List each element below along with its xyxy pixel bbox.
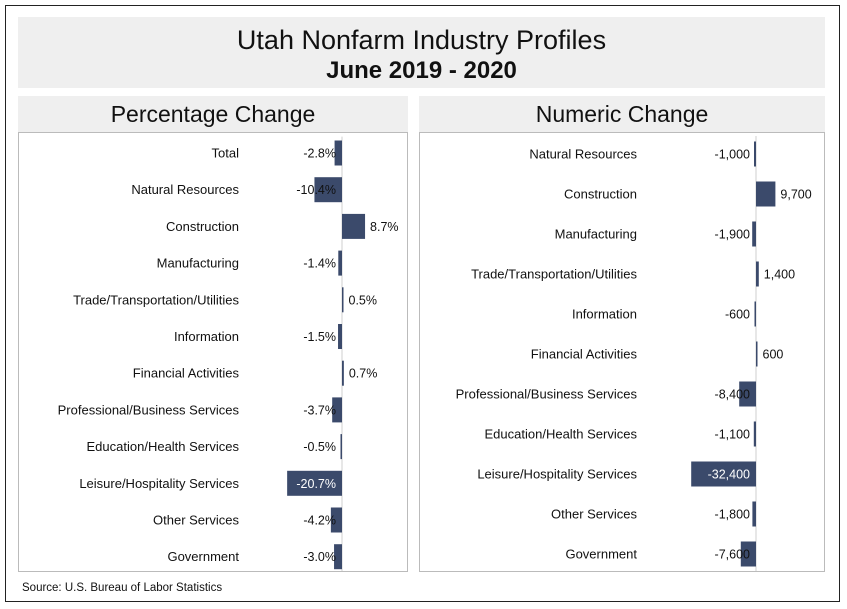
pct-value-label-trade-transportation-utilities: 0.5%	[349, 293, 378, 307]
pct-category-label-trade-transportation-utilities: Trade/Transportation/Utilities	[73, 292, 239, 307]
num-bar-other-services	[752, 501, 756, 527]
pct-value-label-manufacturing: -1.4%	[303, 257, 336, 271]
main-title: Utah Nonfarm Industry Profiles	[236, 25, 607, 55]
num-value-label-professional-business-services: -8,400	[715, 388, 750, 402]
pct-bar-government	[334, 544, 342, 570]
date-range-subtitle: June 2019 - 2020	[326, 57, 517, 84]
num-category-label-manufacturing: Manufacturing	[555, 227, 637, 242]
pct-value-label-government: -3.0%	[303, 550, 336, 564]
num-value-label-manufacturing: -1,900	[715, 228, 750, 242]
pct-bar-total	[334, 140, 342, 166]
numeric-change-heading: Numeric Change	[419, 96, 825, 132]
infographic-frame	[5, 5, 840, 602]
num-bar-natural-resources	[754, 141, 756, 167]
pct-value-label-information: -1.5%	[303, 330, 336, 344]
pct-value-label-natural-resources: -10.4%	[296, 183, 336, 197]
num-bar-trade-transportation-utilities	[756, 261, 759, 287]
pct-category-label-professional-business-services: Professional/Business Services	[58, 402, 240, 417]
pct-value-label-leisure-hospitality-services: -20.7%	[296, 477, 336, 491]
num-category-label-government: Government	[565, 547, 637, 562]
num-bar-education-health-services	[753, 421, 756, 447]
pct-value-label-other-services: -4.2%	[303, 514, 336, 528]
pct-bar-natural-resources	[314, 177, 342, 203]
num-value-label-trade-transportation-utilities: 1,400	[764, 268, 795, 282]
numeric-change-svg: Natural Resources -1,000 Construction 9,700…	[456, 136, 812, 571]
pct-value-label-construction: 8.7%	[370, 220, 399, 234]
pct-bar-financial-activities	[342, 360, 344, 386]
num-category-label-other-services: Other Services	[551, 507, 637, 522]
num-category-label-professional-business-services: Professional/Business Services	[456, 387, 638, 402]
pct-value-label-financial-activities: 0.7%	[349, 367, 378, 381]
num-category-label-construction: Construction	[564, 187, 637, 202]
numeric-change-chart: Natural Resources -1,000 Construction 9,700…	[419, 132, 825, 572]
pct-category-label-construction: Construction	[166, 219, 239, 234]
num-value-label-information: -600	[725, 308, 750, 322]
num-value-label-financial-activities: 600	[763, 348, 784, 362]
percentage-change-chart: Total -2.8% Natural Resources -10.4% Constru…	[18, 132, 408, 572]
pct-category-label-government: Government	[167, 549, 239, 564]
title-box: Utah Nonfarm Industry Profiles June 2019…	[18, 17, 825, 88]
pct-category-label-leisure-hospitality-services: Leisure/Hospitality Services	[79, 476, 239, 491]
percentage-change-heading: Percentage Change	[18, 96, 408, 132]
pct-category-label-information: Information	[174, 329, 239, 344]
pct-category-label-natural-resources: Natural Resources	[131, 182, 239, 197]
pct-value-label-education-health-services: -0.5%	[303, 440, 336, 454]
num-category-label-trade-transportation-utilities: Trade/Transportation/Utilities	[471, 267, 637, 282]
percentage-change-svg: Total -2.8% Natural Resources -10.4% Constru…	[58, 136, 399, 571]
pct-bar-other-services	[330, 507, 342, 533]
num-category-label-information: Information	[572, 307, 637, 322]
num-category-label-leisure-hospitality-services: Leisure/Hospitality Services	[477, 467, 637, 482]
num-category-label-natural-resources: Natural Resources	[529, 147, 637, 162]
num-category-label-financial-activities: Financial Activities	[531, 347, 638, 362]
num-bar-manufacturing	[752, 221, 756, 247]
pct-category-label-other-services: Other Services	[153, 513, 239, 528]
num-bar-construction	[756, 181, 776, 207]
num-value-label-education-health-services: -1,100	[715, 428, 750, 442]
num-value-label-construction: 9,700	[780, 188, 811, 202]
pct-bar-education-health-services	[340, 434, 342, 460]
pct-category-label-financial-activities: Financial Activities	[133, 366, 240, 381]
num-bar-information	[754, 301, 756, 327]
pct-value-label-professional-business-services: -3.7%	[303, 403, 336, 417]
num-value-label-leisure-hospitality-services: -32,400	[708, 468, 750, 482]
pct-bar-leisure-hospitality-services	[287, 470, 342, 496]
pct-category-label-manufacturing: Manufacturing	[157, 256, 239, 271]
pct-category-label-total: Total	[212, 146, 240, 161]
pct-bar-trade-transportation-utilities	[342, 287, 344, 313]
pct-bar-professional-business-services	[332, 397, 342, 423]
source-note: Source: U.S. Bureau of Labor Statistics	[22, 582, 223, 594]
pct-value-label-total: -2.8%	[303, 147, 336, 161]
pct-bar-manufacturing	[338, 250, 342, 276]
num-value-label-government: -7,600	[715, 548, 750, 562]
num-bar-government	[740, 541, 756, 567]
num-bar-financial-activities	[756, 341, 758, 367]
pct-bar-information	[338, 324, 342, 349]
pct-bar-construction	[342, 213, 366, 239]
num-bar-professional-business-services	[739, 381, 756, 407]
num-bar-leisure-hospitality-services	[691, 461, 756, 487]
pct-category-label-education-health-services: Education/Health Services	[87, 439, 240, 454]
num-category-label-education-health-services: Education/Health Services	[485, 427, 638, 442]
num-value-label-natural-resources: -1,000	[715, 148, 750, 162]
num-value-label-other-services: -1,800	[715, 508, 750, 522]
